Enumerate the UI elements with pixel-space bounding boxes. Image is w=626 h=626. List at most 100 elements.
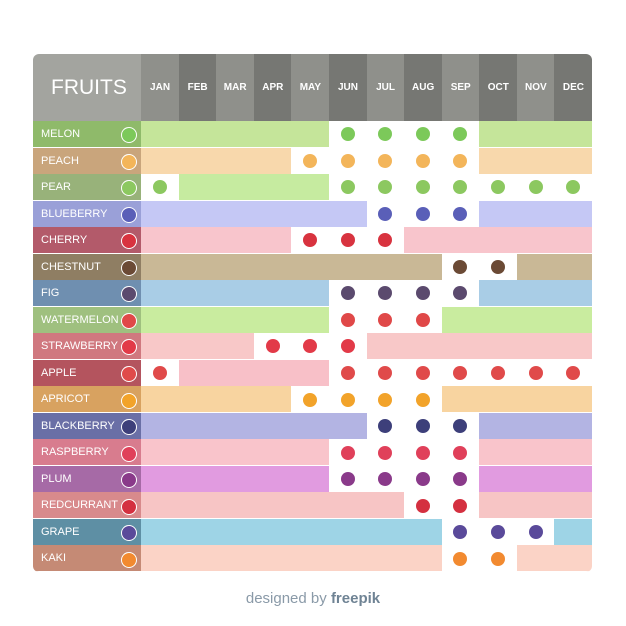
fruit-icon bbox=[121, 233, 137, 250]
off-season-cell bbox=[554, 492, 592, 520]
fruit-icon bbox=[415, 312, 430, 327]
in-season-cell bbox=[328, 280, 367, 308]
off-season-cell bbox=[554, 412, 592, 440]
off-season-cell bbox=[141, 280, 180, 308]
off-season-cell bbox=[253, 439, 292, 467]
in-season-cell bbox=[328, 439, 367, 467]
off-season-cell bbox=[479, 121, 518, 149]
in-season-cell bbox=[366, 439, 405, 467]
fruit-icon bbox=[121, 312, 137, 329]
fruit-icon bbox=[121, 392, 137, 409]
off-season-cell bbox=[178, 200, 217, 228]
in-season-cell bbox=[479, 253, 518, 281]
fruit-icon bbox=[453, 551, 468, 566]
off-season-cell bbox=[178, 147, 217, 175]
fruit-icon bbox=[121, 366, 137, 382]
off-season-cell bbox=[366, 518, 405, 546]
fruit-icon bbox=[415, 419, 430, 434]
row-label: REDCURRANT bbox=[33, 492, 141, 520]
off-season-cell bbox=[253, 465, 292, 493]
off-season-cell bbox=[554, 253, 592, 281]
in-season-cell bbox=[441, 121, 480, 149]
off-season-cell bbox=[291, 412, 330, 440]
off-season-cell bbox=[441, 386, 480, 414]
in-season-cell bbox=[328, 386, 367, 414]
off-season-cell bbox=[178, 253, 217, 281]
fruit-icon bbox=[121, 127, 137, 144]
fruit-icon bbox=[415, 445, 430, 460]
in-season-cell bbox=[441, 492, 480, 520]
off-season-cell bbox=[516, 333, 555, 361]
off-season-cell bbox=[216, 412, 255, 440]
off-season-cell bbox=[554, 386, 592, 414]
off-season-cell bbox=[554, 465, 592, 493]
off-season-cell bbox=[554, 227, 592, 255]
off-season-cell bbox=[178, 439, 217, 467]
off-season-cell bbox=[404, 227, 443, 255]
in-season-cell bbox=[404, 492, 443, 520]
footer-prefix: designed by bbox=[245, 590, 327, 607]
off-season-cell bbox=[253, 174, 292, 202]
in-season-cell bbox=[328, 174, 367, 202]
in-season-cell bbox=[479, 518, 518, 546]
off-season-cell bbox=[328, 492, 367, 520]
off-season-cell bbox=[479, 439, 518, 467]
row-label: PEAR bbox=[33, 174, 141, 202]
month-header: JUN bbox=[328, 54, 367, 121]
off-season-cell bbox=[216, 306, 255, 334]
fruit-icon bbox=[121, 180, 137, 197]
off-season-cell bbox=[516, 227, 555, 255]
month-header: JAN bbox=[141, 54, 180, 121]
footer: designed by freepik bbox=[0, 590, 626, 607]
off-season-cell bbox=[366, 492, 405, 520]
fruit-icon bbox=[121, 206, 137, 223]
in-season-cell bbox=[328, 147, 367, 175]
fruit-icon bbox=[453, 259, 468, 274]
fruit-icon bbox=[340, 392, 355, 407]
off-season-cell bbox=[178, 227, 217, 255]
fruit-icon bbox=[415, 180, 430, 195]
row-label: GRAPE bbox=[33, 518, 141, 546]
off-season-cell bbox=[216, 439, 255, 467]
fruit-icon bbox=[121, 525, 137, 542]
month-header: AUG bbox=[404, 54, 443, 121]
off-season-cell bbox=[253, 227, 292, 255]
fruit-icon bbox=[121, 551, 137, 568]
row-label: APPLE bbox=[33, 359, 141, 387]
off-season-cell bbox=[178, 121, 217, 149]
off-season-cell bbox=[516, 147, 555, 175]
month-header: APR bbox=[253, 54, 292, 121]
fruit-icon bbox=[566, 180, 581, 195]
in-season-cell bbox=[404, 306, 443, 334]
row-label: FIG bbox=[33, 280, 141, 308]
off-season-cell bbox=[291, 280, 330, 308]
in-season-cell bbox=[479, 174, 518, 202]
off-season-cell bbox=[141, 492, 180, 520]
off-season-cell bbox=[328, 545, 367, 572]
fruit-icon bbox=[340, 286, 355, 301]
fruit-icon bbox=[121, 259, 137, 276]
season-table: FRUITS JAN FEB MAR APR MAY JUN JUL AUG SEP OCT NOV D… bbox=[33, 54, 592, 572]
off-season-cell bbox=[216, 174, 255, 202]
fruit-icon bbox=[303, 153, 318, 168]
off-season-cell bbox=[141, 545, 180, 572]
off-season-cell bbox=[404, 253, 443, 281]
off-season-cell bbox=[479, 306, 518, 334]
off-season-cell bbox=[516, 386, 555, 414]
off-season-cell bbox=[554, 147, 592, 175]
fruit-icon bbox=[378, 206, 393, 221]
off-season-cell bbox=[178, 518, 217, 546]
off-season-cell bbox=[253, 253, 292, 281]
off-season-cell bbox=[216, 333, 255, 361]
off-season-cell bbox=[141, 412, 180, 440]
off-season-cell bbox=[253, 412, 292, 440]
row-label: STRAWBERRY bbox=[33, 333, 141, 361]
month-header: SEP bbox=[441, 54, 480, 121]
off-season-cell bbox=[291, 121, 330, 149]
off-season-cell bbox=[253, 386, 292, 414]
off-season-cell bbox=[178, 465, 217, 493]
off-season-cell bbox=[516, 306, 555, 334]
off-season-cell bbox=[516, 492, 555, 520]
in-season-cell bbox=[291, 227, 330, 255]
fruit-icon bbox=[491, 551, 506, 566]
